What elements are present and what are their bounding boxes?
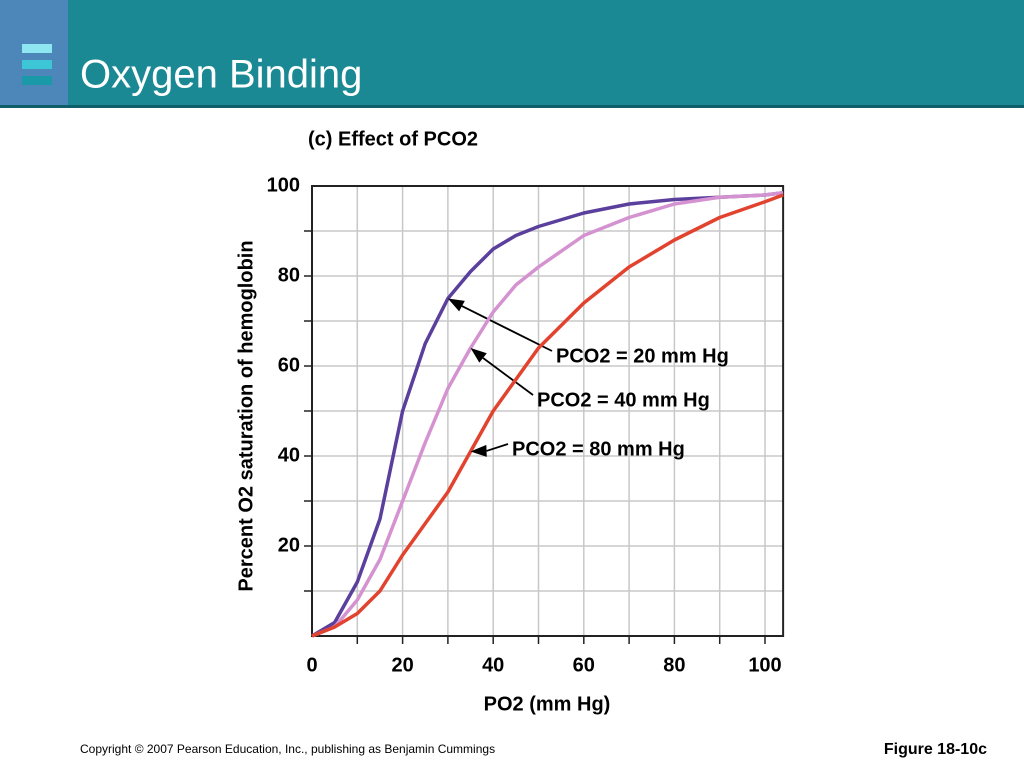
legend-label: PCO2 = 40 mm Hg bbox=[537, 389, 710, 411]
header-bar bbox=[0, 0, 1024, 105]
annotation-arrow bbox=[461, 305, 553, 352]
legend-label: PCO2 = 20 mm Hg bbox=[556, 345, 729, 367]
x-tick-label: 60 bbox=[573, 654, 595, 676]
annotation-arrowhead bbox=[447, 298, 465, 312]
icon-stripe bbox=[22, 76, 52, 85]
header-rule bbox=[0, 105, 1024, 108]
x-tick-label: 40 bbox=[482, 654, 504, 676]
plot-frame bbox=[311, 185, 785, 637]
y-tick-label: 20 bbox=[278, 534, 300, 556]
figure-label: Figure 18-10c bbox=[884, 741, 987, 758]
icon-stripe bbox=[22, 60, 52, 69]
x-axis-label: PO2 (mm Hg) bbox=[484, 693, 611, 715]
x-tick-label: 80 bbox=[663, 654, 685, 676]
legend-label: PCO2 = 80 mm Hg bbox=[512, 438, 685, 460]
y-tick-label: 100 bbox=[267, 174, 300, 196]
y-tick-label: 60 bbox=[278, 354, 300, 376]
series-line bbox=[311, 193, 784, 638]
chart-title: (c) Effect of PCO2 bbox=[308, 128, 478, 150]
slide-title: Oxygen Binding bbox=[80, 53, 362, 97]
annotation-arrow bbox=[482, 357, 534, 396]
series-line bbox=[311, 191, 784, 638]
icon-stripe bbox=[22, 44, 52, 53]
x-tick-label: 20 bbox=[391, 654, 413, 676]
annotation-arrowhead bbox=[470, 348, 487, 363]
y-axis-label: Percent O2 saturation of hemoglobin bbox=[235, 240, 257, 591]
annotation-arrowhead bbox=[470, 444, 487, 457]
copyright: Copyright © 2007 Pearson Education, Inc.… bbox=[80, 742, 495, 756]
series-line bbox=[311, 191, 784, 638]
annotation-arrow bbox=[486, 443, 509, 452]
x-tick-label: 0 bbox=[306, 654, 317, 676]
y-tick-label: 80 bbox=[278, 264, 300, 286]
y-tick-label: 40 bbox=[278, 444, 300, 466]
x-tick-label: 100 bbox=[748, 654, 781, 676]
